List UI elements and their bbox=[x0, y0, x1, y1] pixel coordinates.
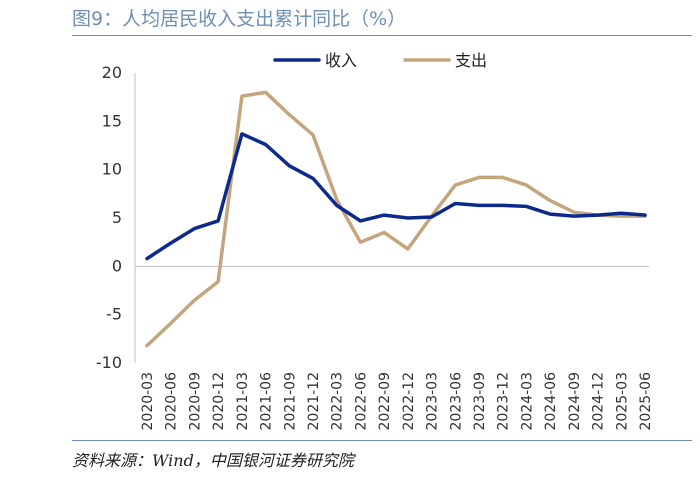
y-tick-label: -5 bbox=[106, 305, 122, 324]
y-tick-label: 10 bbox=[102, 160, 122, 179]
axes bbox=[134, 73, 649, 363]
source-note: 资料来源：Wind，中国银河证券研究院 bbox=[72, 451, 354, 470]
x-tick-label: 2022-03 bbox=[330, 372, 346, 431]
legend-expense-label: 支出 bbox=[455, 51, 487, 70]
x-tick-label: 2023-03 bbox=[425, 372, 441, 431]
y-tick-label: -10 bbox=[96, 353, 122, 372]
x-tick-label: 2024-03 bbox=[519, 372, 535, 431]
figure-title: 图9：人均居民收入支出累计同比（%） bbox=[72, 8, 407, 30]
x-tick-label: 2021-09 bbox=[282, 372, 298, 431]
legend: 收入 支出 bbox=[273, 51, 487, 70]
series-line-expense bbox=[145, 90, 647, 348]
source-rule bbox=[72, 440, 692, 441]
x-tick-label: 2021-06 bbox=[259, 372, 275, 431]
x-tick-label: 2021-03 bbox=[235, 372, 251, 431]
x-tick-label: 2020-03 bbox=[140, 372, 156, 431]
y-tick-label: 15 bbox=[102, 111, 122, 130]
x-tick-label: 2022-12 bbox=[401, 372, 417, 431]
x-tick-labels: 2020-03 2020-06 2020-09 2020-12 2021-03 2021-… bbox=[140, 372, 654, 431]
x-tick-label: 2024-12 bbox=[591, 372, 607, 431]
x-tick-label: 2025-03 bbox=[614, 372, 630, 431]
y-tick-label: 20 bbox=[102, 63, 122, 82]
y-tick-label: 5 bbox=[112, 208, 122, 227]
x-tick-label: 2020-06 bbox=[164, 372, 180, 431]
x-tick-label: 2021-12 bbox=[306, 372, 322, 431]
x-tick-label: 2023-09 bbox=[472, 372, 488, 431]
x-tick-label: 2023-06 bbox=[448, 372, 464, 431]
x-tick-label: 2025-06 bbox=[638, 372, 654, 431]
x-tick-label: 2024-06 bbox=[543, 372, 559, 431]
x-tick-label: 2020-12 bbox=[211, 372, 227, 431]
x-tick-label: 2022-09 bbox=[377, 372, 393, 431]
y-tick-labels: -10 -5 0 5 10 15 20 bbox=[96, 63, 122, 372]
series-line-income bbox=[145, 132, 647, 261]
x-tick-label: 2024-09 bbox=[567, 372, 583, 431]
title-rule bbox=[72, 35, 692, 36]
x-tick-label: 2022-06 bbox=[353, 372, 369, 431]
series-lines bbox=[145, 90, 647, 348]
x-tick-label: 2020-09 bbox=[187, 372, 203, 431]
y-tick-label: 0 bbox=[112, 256, 122, 275]
legend-income-label: 收入 bbox=[325, 51, 357, 70]
x-tick-label: 2023-12 bbox=[496, 372, 512, 431]
